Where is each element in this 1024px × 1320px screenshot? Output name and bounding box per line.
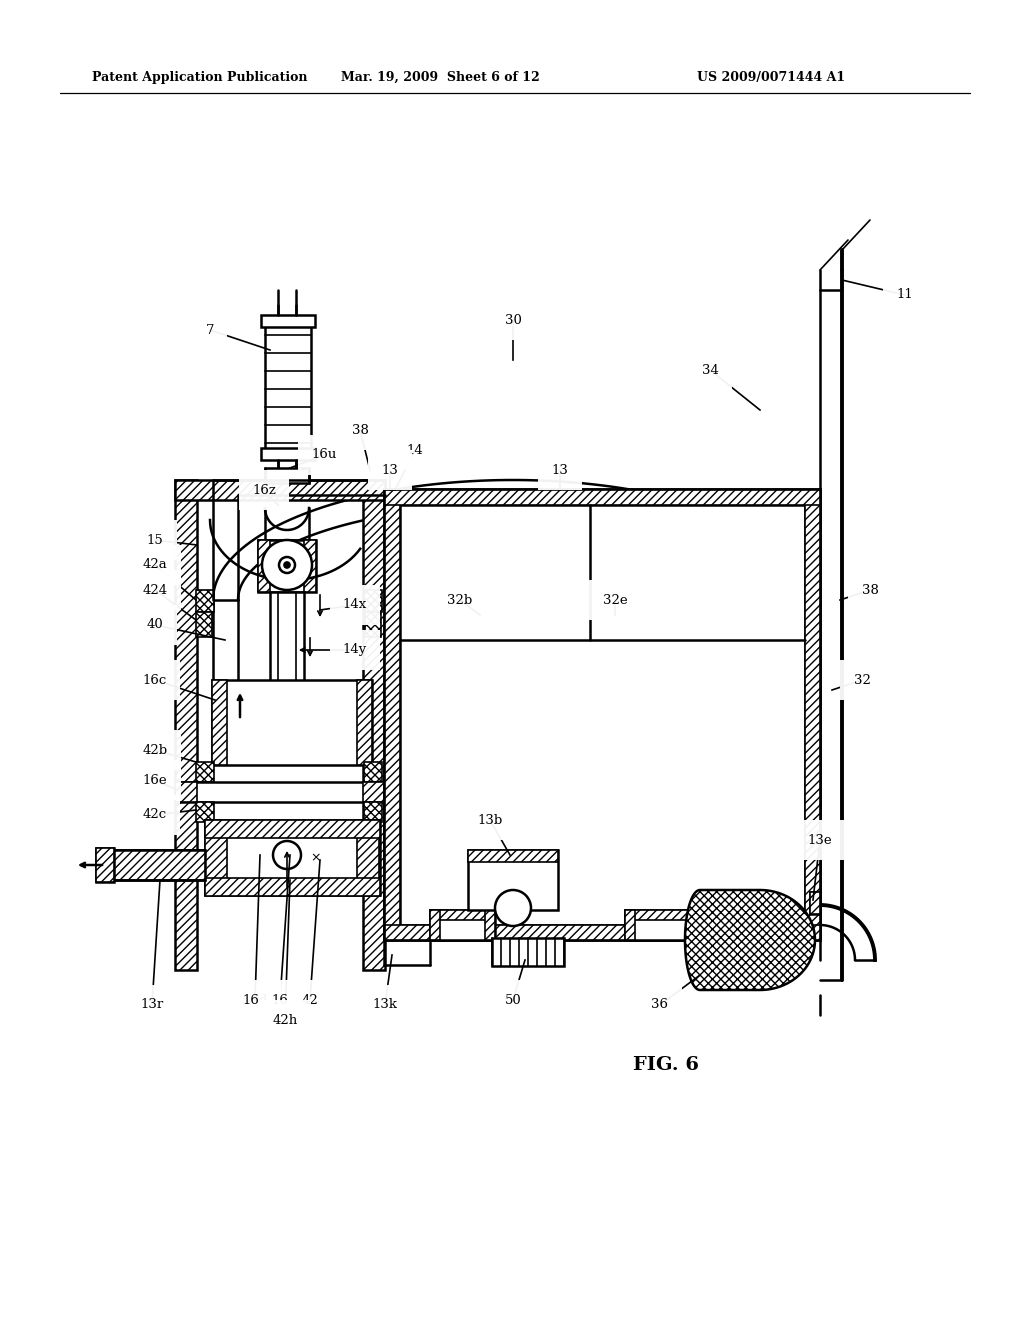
Text: ×: × (310, 851, 322, 865)
Bar (175, 781, 197, 803)
Bar (468, 850, 558, 862)
Bar (196, 762, 214, 781)
Bar (205, 820, 227, 895)
Text: 14: 14 (407, 444, 423, 457)
Bar (261, 447, 315, 459)
Text: 42a: 42a (142, 558, 167, 572)
Text: 16: 16 (271, 994, 289, 1006)
Text: 14y: 14y (343, 644, 368, 656)
Bar (385, 925, 820, 940)
Text: 13e: 13e (808, 833, 833, 846)
Bar (212, 680, 372, 766)
Text: 38: 38 (861, 583, 879, 597)
Bar (364, 803, 382, 822)
Bar (304, 540, 316, 591)
Text: 15: 15 (146, 533, 164, 546)
Bar (492, 939, 564, 966)
Text: 42c: 42c (143, 808, 167, 821)
Text: 42h: 42h (272, 1014, 298, 1027)
Bar (175, 480, 385, 500)
Bar (365, 612, 381, 638)
Text: 14x: 14x (343, 598, 368, 611)
Text: 34: 34 (701, 363, 719, 376)
Bar (196, 612, 212, 638)
Bar (357, 820, 379, 895)
Bar (485, 909, 495, 940)
Bar (96, 847, 114, 882)
Bar (175, 480, 197, 970)
Bar (258, 540, 270, 591)
Text: 16u: 16u (311, 449, 337, 462)
Circle shape (284, 562, 290, 568)
Text: 42: 42 (302, 994, 318, 1006)
Bar (400, 506, 805, 925)
Bar (695, 909, 705, 940)
Bar (212, 680, 227, 766)
Text: 16d: 16d (243, 994, 267, 1006)
Bar (385, 490, 400, 940)
Bar (175, 781, 385, 803)
Text: FIG. 6: FIG. 6 (633, 1056, 699, 1074)
Text: Patent Application Publication: Patent Application Publication (92, 70, 307, 83)
Bar (112, 850, 205, 880)
Bar (385, 490, 820, 940)
Bar (430, 909, 440, 940)
Text: 50: 50 (505, 994, 521, 1006)
Circle shape (495, 890, 531, 927)
Bar (196, 803, 214, 822)
Bar (385, 490, 820, 506)
Bar (357, 680, 372, 766)
Text: 16z: 16z (252, 483, 275, 496)
Text: 38: 38 (351, 424, 369, 437)
Circle shape (262, 540, 312, 590)
Text: 32b: 32b (447, 594, 473, 606)
Text: 16e: 16e (142, 774, 167, 787)
Text: 11: 11 (897, 289, 913, 301)
Bar (205, 820, 380, 838)
Text: 16c: 16c (143, 673, 167, 686)
Text: 13r: 13r (140, 998, 164, 1011)
Bar (468, 850, 558, 909)
Bar (430, 909, 495, 940)
Text: 30: 30 (505, 314, 521, 326)
Text: 13: 13 (552, 463, 568, 477)
Text: 36: 36 (651, 998, 669, 1011)
Bar (196, 590, 214, 612)
Bar (805, 490, 820, 940)
Text: 7: 7 (206, 323, 214, 337)
Bar (364, 762, 382, 781)
Bar (258, 540, 316, 591)
Polygon shape (685, 890, 815, 990)
Bar (810, 892, 820, 913)
Bar (213, 828, 372, 888)
Bar (261, 315, 315, 327)
Bar (625, 909, 705, 920)
Text: 42b: 42b (142, 743, 168, 756)
Text: 424: 424 (142, 583, 168, 597)
Text: 32: 32 (854, 673, 870, 686)
Bar (430, 909, 495, 920)
Bar (205, 878, 380, 896)
Bar (625, 909, 635, 940)
Text: 13k: 13k (373, 998, 397, 1011)
Text: US 2009/0071444 A1: US 2009/0071444 A1 (697, 70, 845, 83)
Bar (205, 820, 380, 895)
Bar (265, 469, 309, 483)
Text: 40: 40 (146, 619, 164, 631)
Text: Mar. 19, 2009  Sheet 6 of 12: Mar. 19, 2009 Sheet 6 of 12 (341, 70, 540, 83)
Circle shape (273, 841, 301, 869)
Bar (810, 892, 820, 913)
Bar (96, 847, 114, 882)
Bar (625, 909, 705, 940)
Text: 32e: 32e (603, 594, 628, 606)
Bar (362, 781, 385, 803)
Text: 13: 13 (382, 463, 398, 477)
Bar (265, 319, 311, 450)
Bar (362, 480, 385, 970)
Bar (112, 850, 205, 880)
Bar (364, 590, 382, 612)
Text: 13b: 13b (477, 813, 503, 826)
Bar (270, 591, 304, 702)
